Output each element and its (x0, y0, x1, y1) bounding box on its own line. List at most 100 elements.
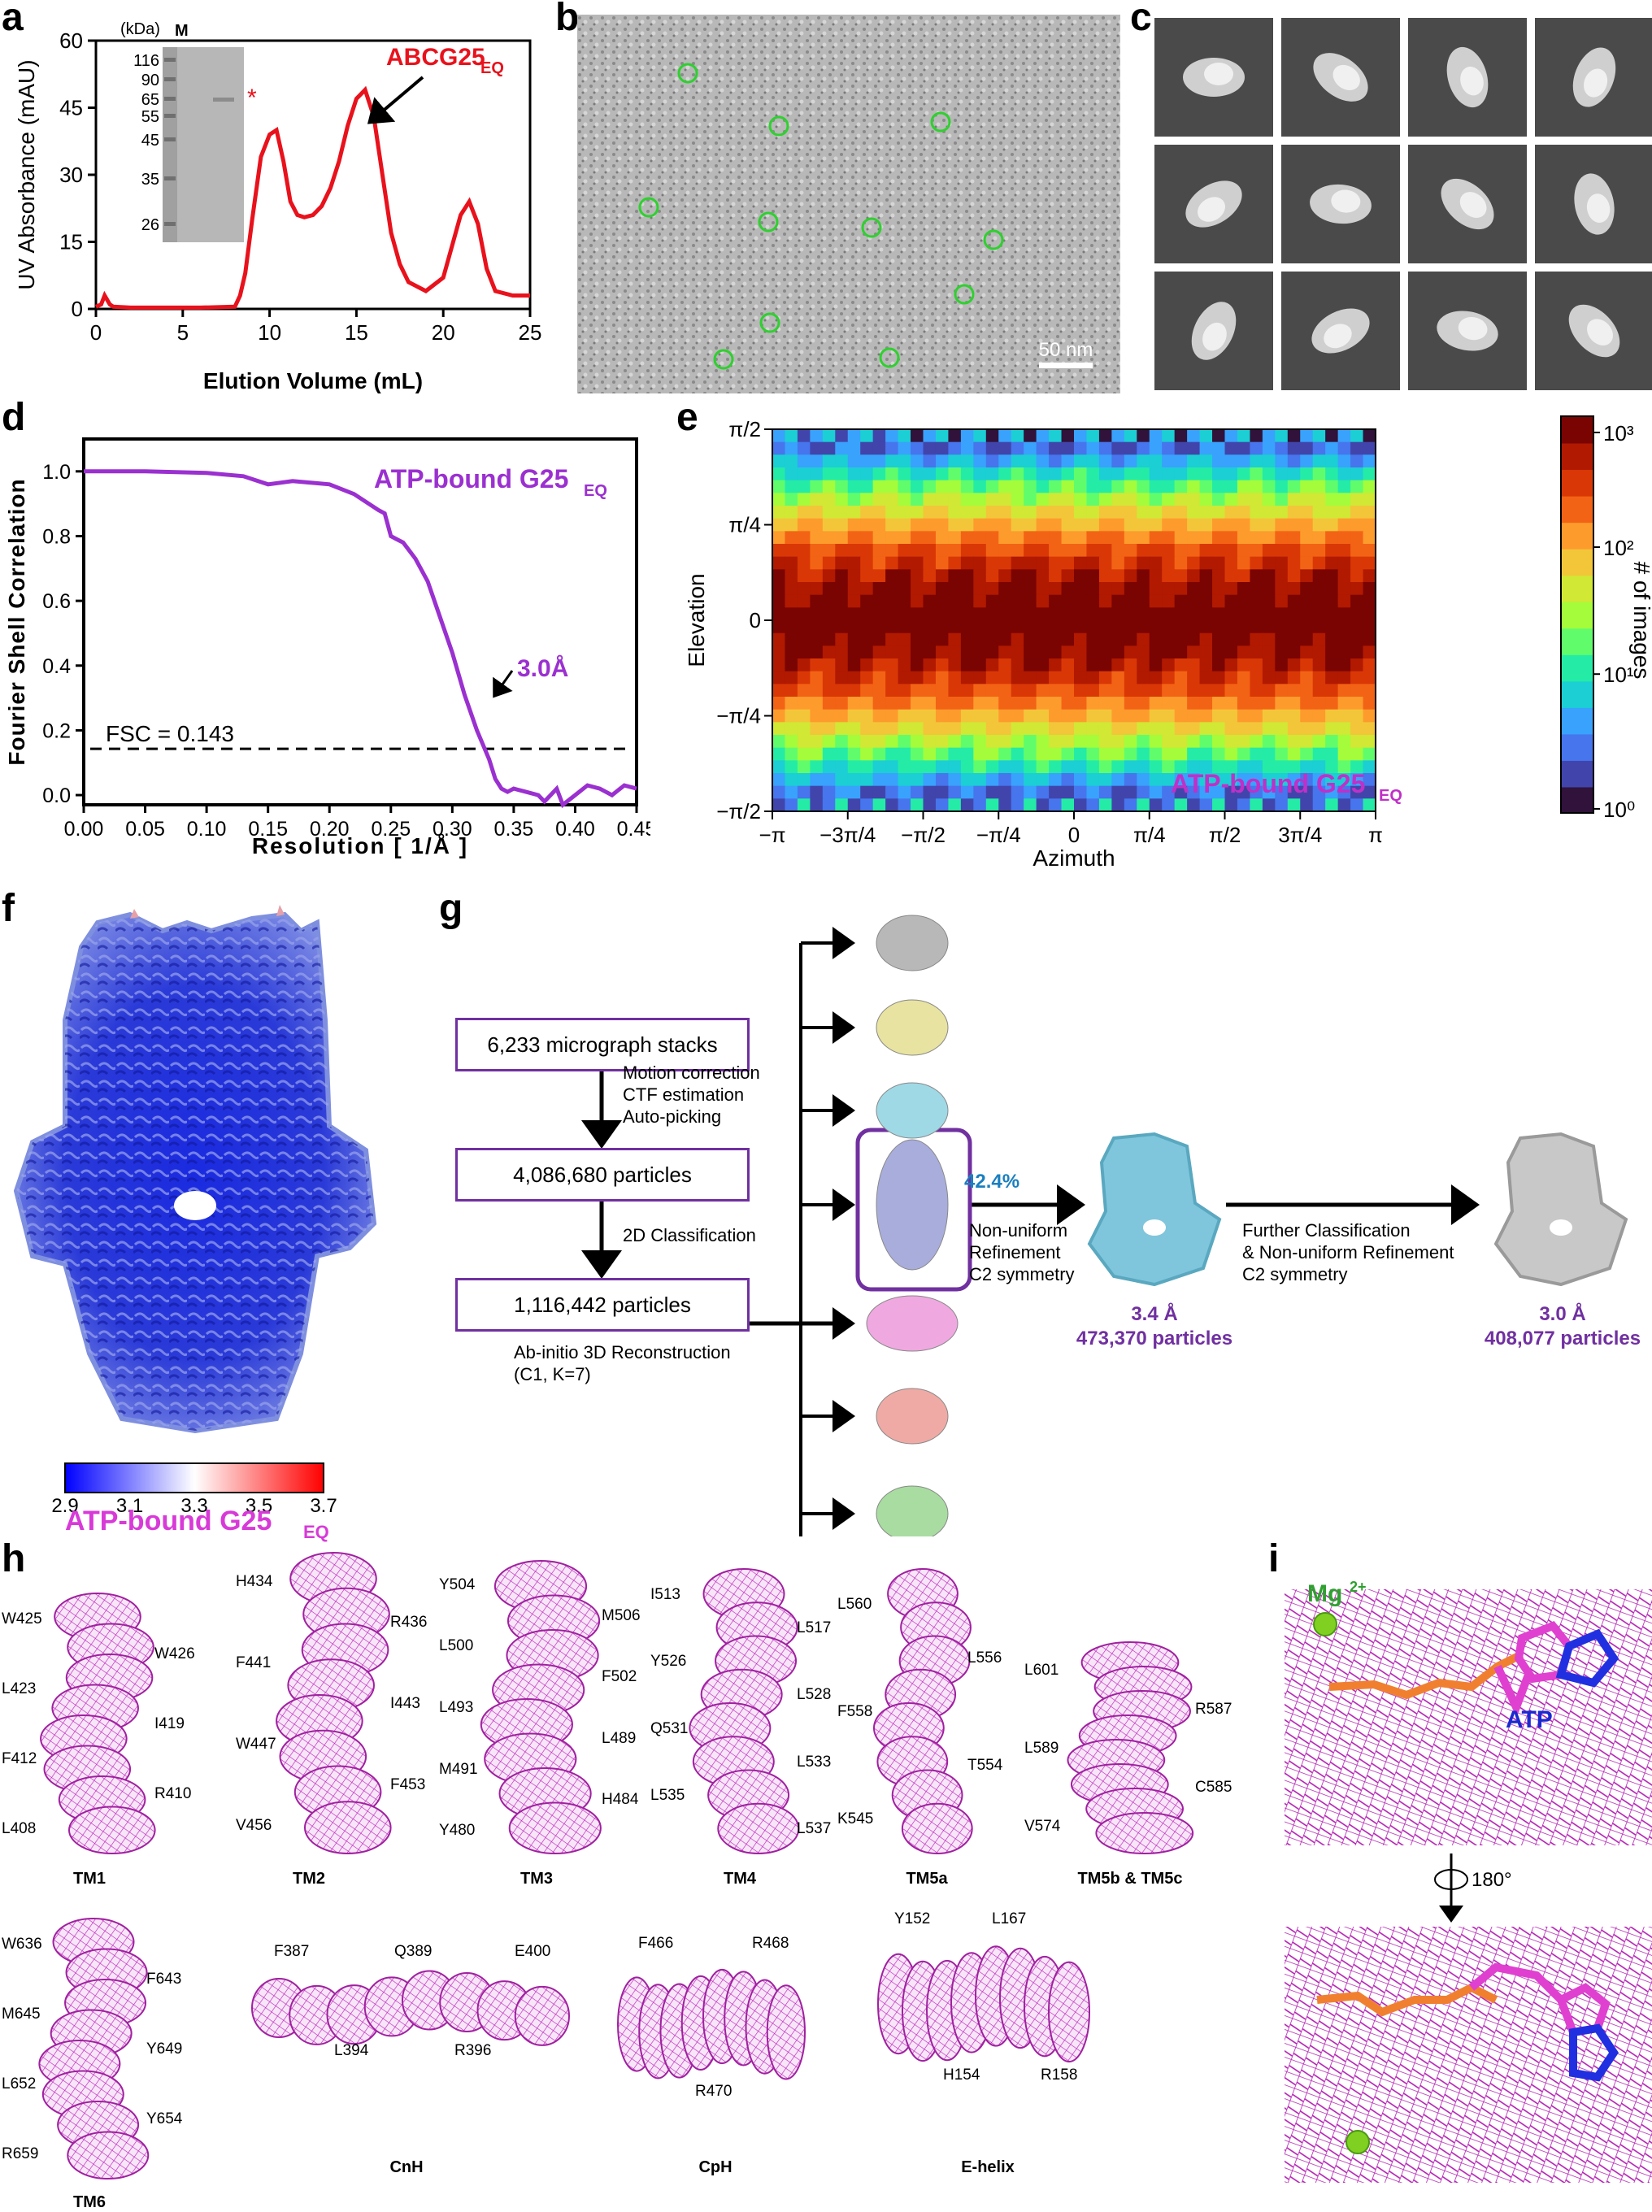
step1-line2: CTF estimation (623, 1084, 745, 1105)
y-tick-label: π/4 (728, 513, 761, 537)
x-tick-label: 0.45 (617, 818, 650, 841)
residue-label: Y480 (439, 1822, 476, 1840)
x-tick-label: −3π/4 (819, 823, 876, 847)
refine1-line3: C2 symmetry (969, 1264, 1075, 1284)
picked-particle (677, 63, 698, 84)
residue-label: L533 (797, 1753, 832, 1771)
residue-label: W425 (2, 1610, 42, 1628)
y-axis-label: Elevation (684, 573, 709, 667)
x-tick-label: π/2 (1209, 823, 1241, 847)
residue-label: M491 (439, 1760, 478, 1778)
fsc-curve (84, 469, 637, 809)
x-tick-label: 0 (1068, 823, 1080, 847)
picked-particle (768, 115, 789, 137)
gel-marker-band (164, 97, 176, 101)
panel-label-c: c (1130, 0, 1152, 39)
residue-label: W447 (236, 1736, 276, 1753)
y-tick-label: 0.2 (42, 719, 71, 742)
step1-caption: Motion correction CTF estimation Auto-pi… (623, 1062, 760, 1128)
gel-lane-label: M (175, 22, 189, 40)
step1-line3: Auto-picking (623, 1106, 722, 1127)
step3-line2: (C1, K=7) (514, 1364, 591, 1384)
gel-star: * (247, 85, 257, 111)
y-axis-label: UV Absorbance (mAU) (14, 59, 39, 289)
residue-label: F387 (274, 1943, 310, 1960)
picked-particle (759, 312, 780, 333)
x-tick-label: 5 (177, 320, 189, 345)
y-axis-label: Fourier Shell Correlation (4, 478, 29, 765)
class-average (1281, 272, 1400, 390)
helix-density (40, 1593, 156, 1854)
x-tick-label: 25 (519, 320, 542, 345)
refine2-caption: Further Classification & Non-uniform Ref… (1242, 1219, 1454, 1285)
residue-label: F502 (602, 1668, 637, 1686)
refine2-line3: C2 symmetry (1242, 1264, 1348, 1284)
picked-particle (930, 111, 951, 133)
residue-label: L652 (2, 2075, 37, 2092)
mg-label: Mg (1307, 1580, 1342, 1607)
residue-label: R436 (390, 1614, 428, 1631)
residue-label: L493 (439, 1699, 474, 1716)
class-average (1535, 18, 1652, 137)
residue-label: F453 (390, 1776, 426, 1793)
residue-label: T554 (967, 1757, 1003, 1774)
picked-particle (983, 229, 1004, 250)
y-tick-label: 0.8 (42, 525, 71, 548)
refine2-line1: Further Classification (1242, 1220, 1411, 1241)
gel-marker-band (164, 58, 176, 62)
resolution-arrow (493, 670, 514, 698)
x-tick-label: −π/2 (901, 823, 946, 847)
helix-density (689, 1568, 800, 1854)
gel-unit-label: (kDa) (120, 20, 160, 38)
panel-label-h: h (2, 1537, 26, 1580)
colorbar-tick-label: 3.1 (116, 1495, 143, 1517)
helix-label: TM4 (724, 1870, 756, 1888)
y-tick-label: −π/4 (716, 704, 761, 728)
y-tick-label: 60 (59, 28, 83, 53)
helix-label: TM5a (906, 1870, 948, 1888)
atp-label: ATP (1506, 1706, 1553, 1733)
gel-marker-label: 55 (141, 108, 159, 126)
picked-particle (638, 197, 659, 218)
residue-label: F466 (638, 1935, 674, 1952)
series-label-sub: EQ (584, 482, 607, 500)
residue-label: I513 (650, 1585, 680, 1603)
residue-label: L601 (1024, 1662, 1059, 1679)
step2-line1: 2D Classification (623, 1225, 756, 1245)
residue-label: Y654 (146, 2110, 183, 2127)
x-tick-label: 15 (345, 320, 368, 345)
x-tick-label: 0.30 (433, 818, 472, 841)
residue-label: Q531 (650, 1719, 689, 1737)
result2-particles: 408,077 particles (1484, 1328, 1641, 1349)
helix-densities (38, 1552, 1194, 2179)
helix-label: TM1 (73, 1870, 106, 1888)
box-particles-2d: 1,116,442 particles (455, 1278, 750, 1332)
map-title-sub: EQ (303, 1522, 329, 1542)
gel-marker-label: 35 (141, 171, 159, 189)
abcg25-annotation-sub: EQ (480, 59, 504, 77)
resolution-colorbar (64, 1462, 324, 1493)
step1-line1: Motion correction (623, 1063, 760, 1083)
residue-label: L517 (797, 1619, 832, 1636)
box-particles-picked-text: 4,086,680 particles (513, 1162, 692, 1187)
x-tick-label: 0.35 (494, 818, 534, 841)
residue-label: L556 (967, 1649, 1002, 1667)
helix-label: E-helix (961, 2158, 1015, 2176)
residue-label: I419 (154, 1715, 185, 1732)
class-average (1154, 145, 1273, 263)
target-band (213, 98, 234, 102)
residue-label: L408 (2, 1819, 37, 1837)
panel-label-e: e (676, 396, 698, 439)
residue-label: Q389 (394, 1943, 433, 1960)
picked-particle (713, 349, 734, 370)
helix-density (480, 1560, 602, 1854)
residue-label: K545 (837, 1810, 874, 1827)
class-average (1408, 18, 1527, 137)
class-volume (876, 999, 949, 1056)
mg-ion-top (1313, 1612, 1337, 1636)
residue-label: R158 (1041, 2066, 1078, 2084)
2d-class-averages (1154, 18, 1652, 390)
result1-resolution: 3.4 Å (1131, 1303, 1178, 1325)
residue-label: E400 (515, 1943, 551, 1960)
gel-marker-label: 90 (141, 72, 159, 89)
